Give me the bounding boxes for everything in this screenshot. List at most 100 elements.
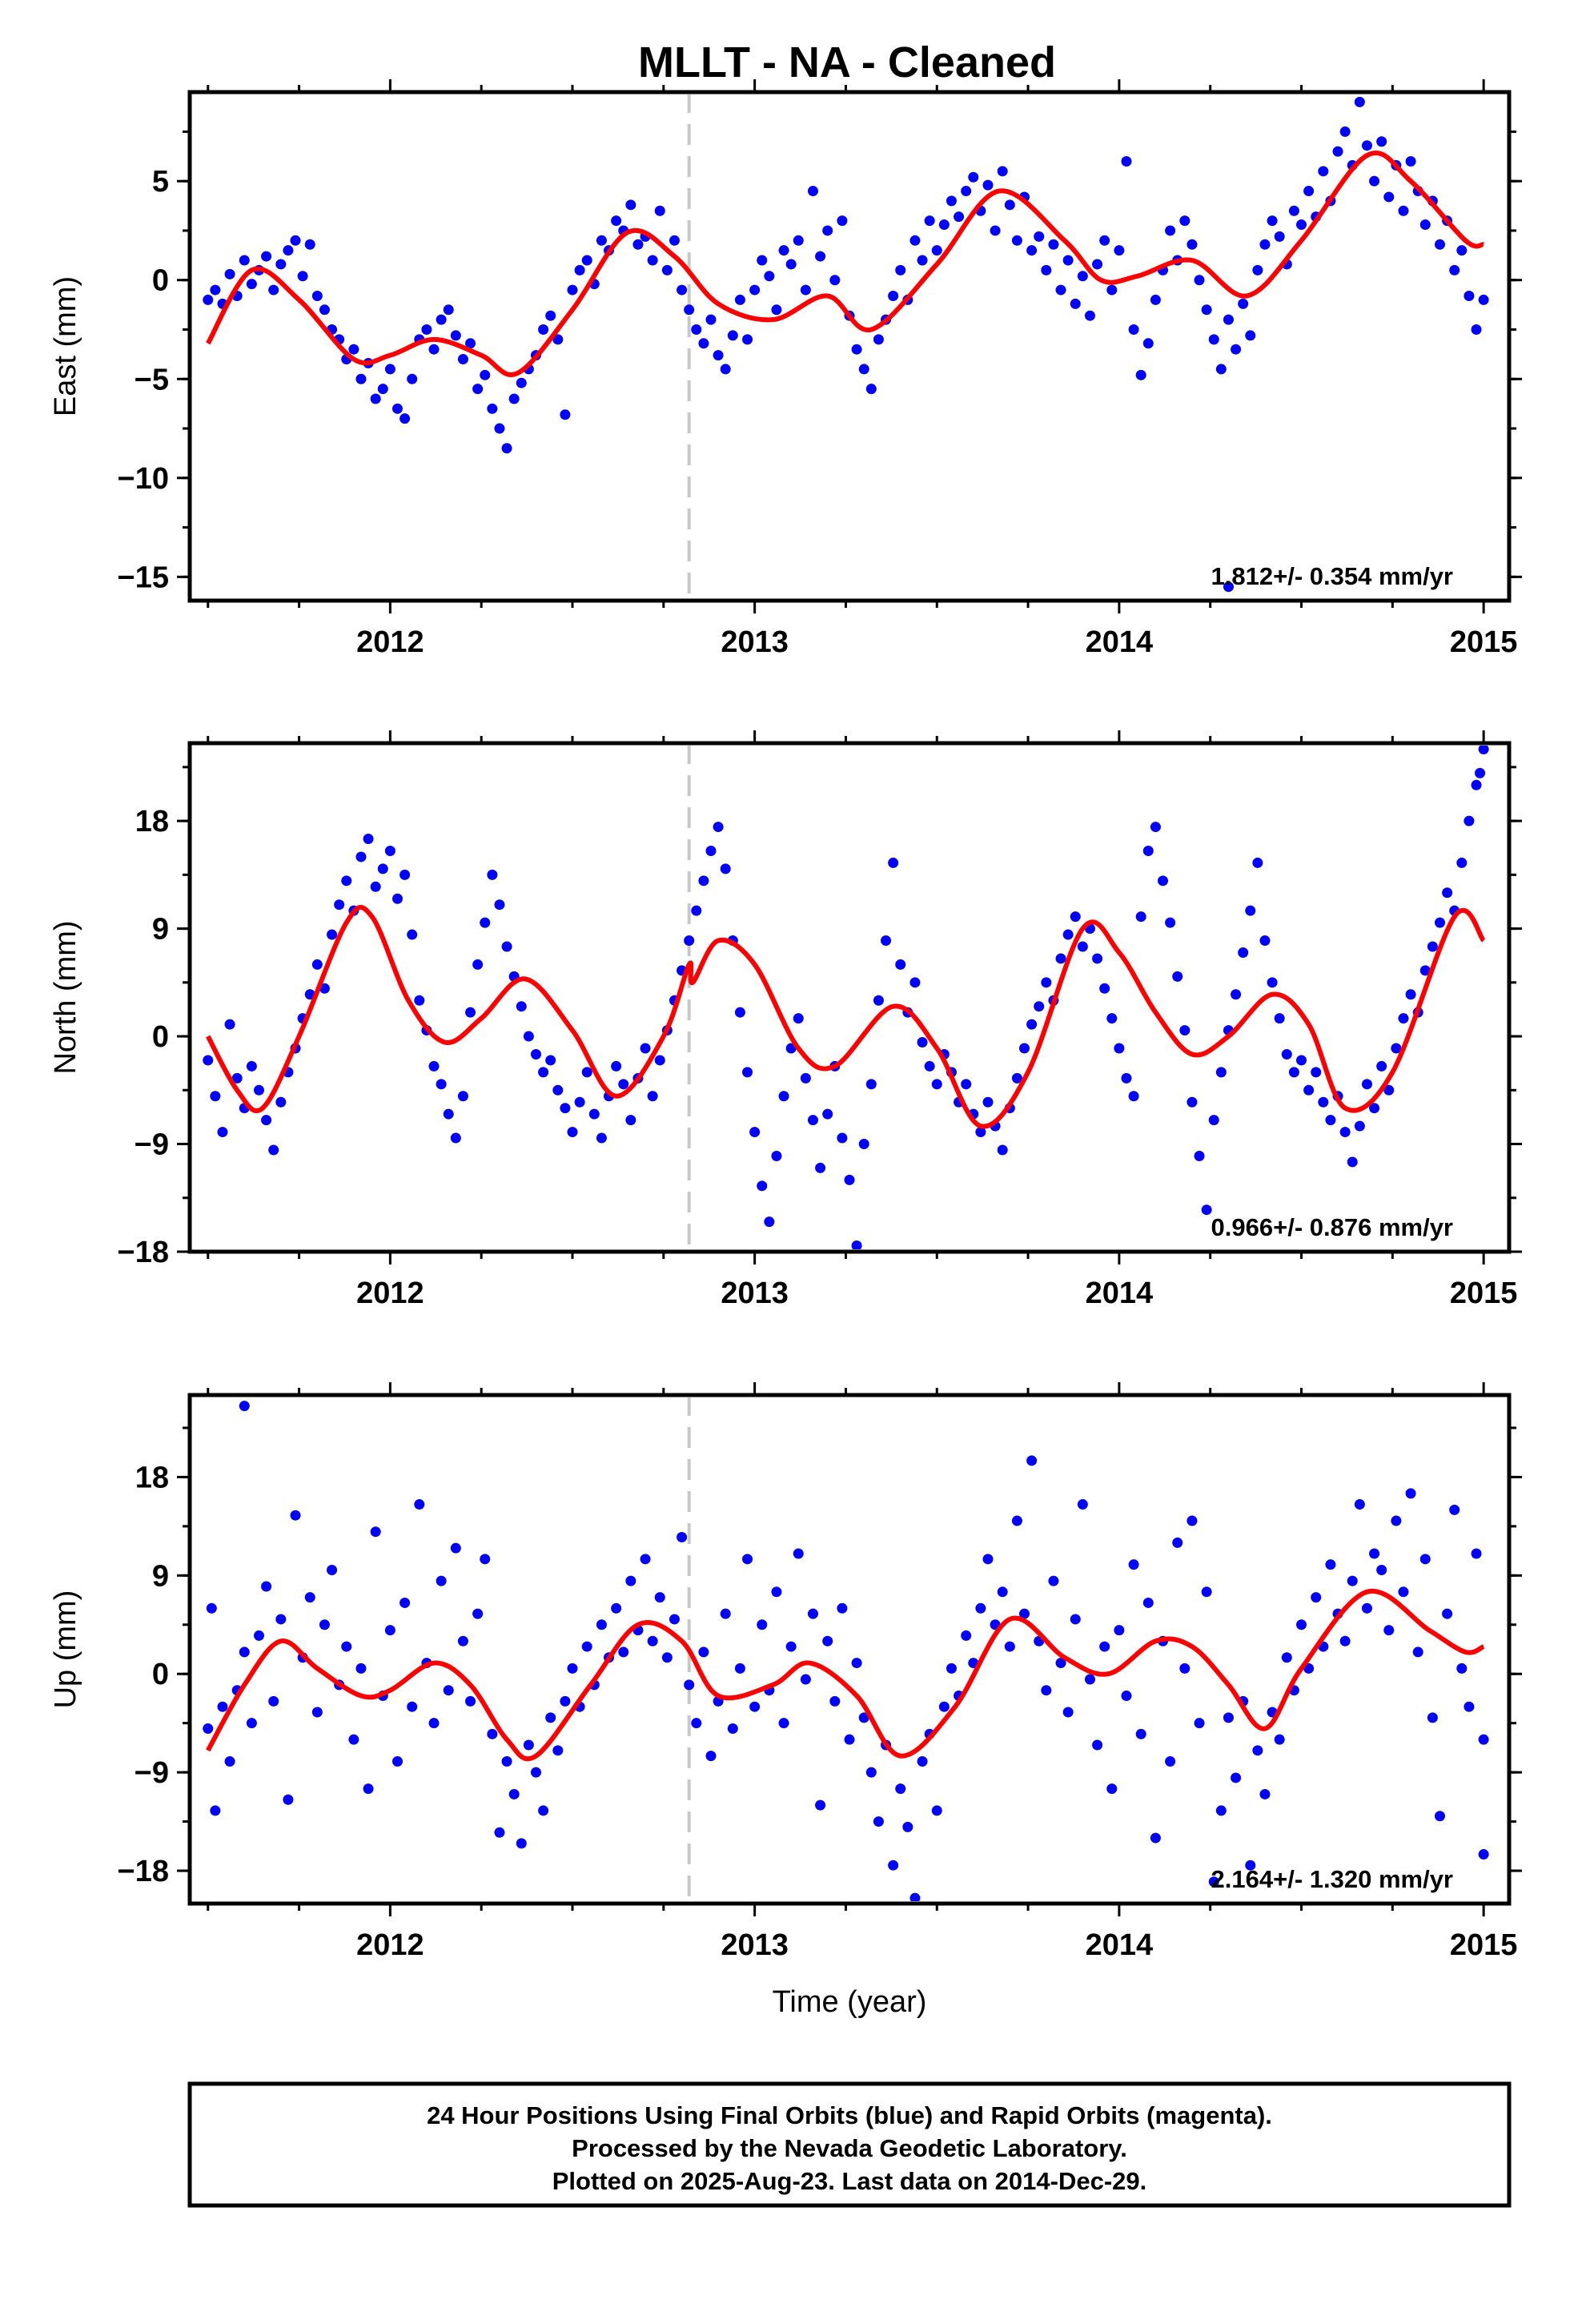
data-point — [457, 354, 468, 365]
data-point — [1128, 324, 1139, 335]
data-point — [1369, 175, 1380, 187]
data-point — [501, 941, 512, 952]
data-point — [1186, 1515, 1198, 1526]
data-point — [261, 1581, 272, 1592]
data-point — [931, 1805, 942, 1816]
data-point — [465, 338, 476, 349]
data-point — [1062, 255, 1074, 266]
data-point — [210, 284, 221, 296]
data-point — [1471, 779, 1482, 790]
y-tick-label: −15 — [118, 561, 169, 594]
data-point — [414, 1499, 425, 1510]
data-point — [654, 1055, 665, 1066]
x-tick-label: 2013 — [721, 625, 789, 659]
data-point — [895, 1783, 906, 1795]
data-point — [530, 1048, 541, 1059]
data-point — [1281, 1652, 1292, 1663]
data-point — [319, 1619, 330, 1630]
data-point — [253, 1630, 264, 1641]
data-point — [1427, 941, 1438, 952]
data-point — [311, 959, 323, 970]
data-point — [778, 1091, 789, 1102]
data-point — [1070, 1614, 1081, 1625]
data-point — [268, 1695, 279, 1707]
data-point — [1231, 344, 1242, 355]
data-point — [1026, 1019, 1038, 1030]
data-point — [523, 1031, 534, 1042]
data-point — [1172, 1537, 1183, 1548]
data-point — [858, 1712, 869, 1723]
data-point — [1296, 1055, 1307, 1066]
data-point — [1092, 953, 1103, 964]
data-point — [1464, 290, 1475, 301]
data-point — [1361, 1079, 1372, 1090]
footer-line-3: Plotted on 2025-Aug-23. Last data on 201… — [552, 2167, 1147, 2195]
data-point — [1311, 1592, 1322, 1603]
data-point — [581, 1641, 592, 1652]
data-point — [1245, 905, 1256, 916]
data-point — [1376, 1564, 1387, 1575]
data-point — [691, 324, 702, 335]
data-point — [443, 1685, 454, 1696]
data-point — [1456, 857, 1468, 868]
data-point — [771, 1150, 782, 1161]
data-point — [457, 1091, 468, 1102]
data-point — [865, 384, 877, 395]
data-point — [1391, 1043, 1402, 1054]
data-point — [217, 1127, 228, 1138]
data-point — [1435, 1811, 1446, 1822]
data-point — [851, 1240, 862, 1249]
data-point — [275, 259, 287, 270]
data-point — [1179, 1663, 1191, 1674]
data-point — [1281, 1048, 1292, 1059]
data-point — [1055, 953, 1066, 964]
data-point — [1026, 1455, 1038, 1466]
data-point — [1099, 1641, 1110, 1652]
data-point — [1231, 1772, 1242, 1783]
data-point — [807, 1608, 818, 1619]
data-point — [895, 959, 906, 970]
data-point — [691, 905, 702, 916]
data-point — [1449, 1504, 1460, 1515]
data-point — [807, 186, 818, 197]
data-point — [1194, 275, 1205, 286]
data-point — [1456, 1663, 1468, 1674]
velocity-annotation: 1.812+/- 0.354 mm/yr — [1211, 562, 1453, 590]
data-point — [400, 413, 411, 424]
data-point — [384, 364, 396, 375]
panel-3: 2012 2013 2014 2015 −18 −9 0 9 18 Up (mm) Time (ye… — [49, 1382, 1522, 2019]
data-point — [1121, 1691, 1132, 1702]
data-point — [239, 1401, 250, 1412]
y-tick-label: 0 — [152, 1658, 169, 1691]
data-point — [829, 1695, 841, 1707]
data-point — [1339, 126, 1351, 137]
data-point — [1449, 264, 1460, 275]
data-point — [523, 1739, 534, 1751]
data-point — [727, 330, 738, 341]
data-point — [224, 268, 235, 279]
data-point — [355, 851, 367, 862]
data-point — [1223, 581, 1234, 593]
data-point — [1391, 1515, 1402, 1526]
data-point — [742, 1067, 753, 1078]
data-point — [1245, 1860, 1256, 1871]
data-point — [982, 179, 994, 191]
data-point — [414, 995, 425, 1006]
data-point — [206, 1602, 217, 1614]
model-fit-curve — [206, 1588, 1485, 1762]
y-tick-label: 0 — [152, 264, 169, 298]
data-point — [487, 1728, 498, 1739]
data-point — [384, 845, 396, 856]
data-point — [370, 1526, 381, 1538]
data-point — [1318, 166, 1329, 177]
y-tick-label: 9 — [152, 913, 169, 947]
data-point — [749, 284, 761, 296]
data-point — [734, 1663, 745, 1674]
data-point — [516, 377, 527, 388]
model-fit-curve — [206, 904, 1486, 1129]
data-point — [793, 1548, 804, 1559]
data-point — [1354, 1499, 1365, 1510]
data-point — [1259, 935, 1271, 947]
data-point — [341, 1641, 352, 1652]
data-point — [1019, 1608, 1030, 1619]
